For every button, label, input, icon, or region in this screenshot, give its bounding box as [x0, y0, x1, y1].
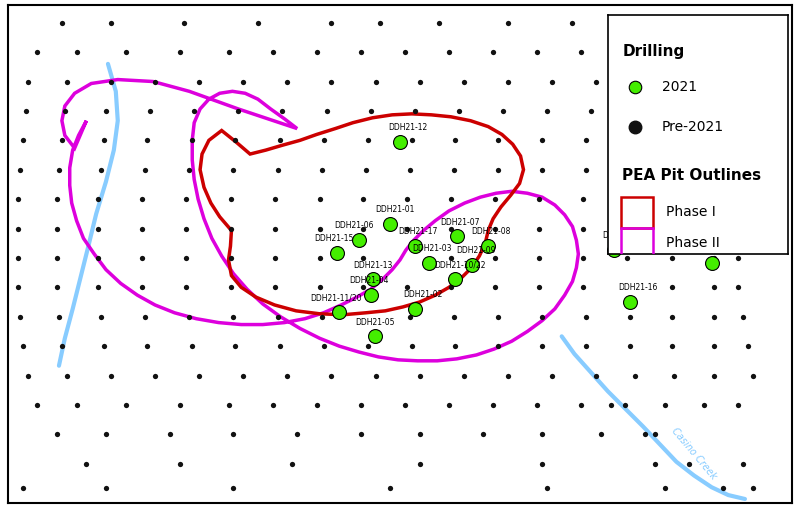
Text: DDH21-12: DDH21-12 [388, 123, 427, 133]
Text: Pre-2021: Pre-2021 [662, 120, 724, 135]
Text: DDH21-13: DDH21-13 [353, 261, 392, 270]
Text: DDH21-03: DDH21-03 [413, 244, 452, 253]
Text: Casino Creek: Casino Creek [670, 426, 718, 482]
Text: DDH21-14: DDH21-14 [602, 231, 641, 240]
Text: DDH21-10/22: DDH21-10/22 [434, 261, 486, 270]
Text: DDH21-17: DDH21-17 [398, 228, 438, 236]
Text: DDH21-18: DDH21-18 [687, 244, 726, 253]
Text: Phase II: Phase II [666, 236, 719, 250]
Bar [621, 228, 653, 259]
Text: DDH21-05: DDH21-05 [354, 318, 394, 327]
Text: DDH21-11/20: DDH21-11/20 [310, 293, 362, 302]
Text: DDH21-15: DDH21-15 [314, 234, 354, 243]
Text: PEA Pit Outlines: PEA Pit Outlines [622, 168, 762, 183]
Text: Phase I: Phase I [666, 205, 715, 219]
Text: Drilling: Drilling [622, 44, 685, 59]
Bar [621, 197, 653, 228]
Text: DDH21-02: DDH21-02 [403, 290, 442, 299]
Text: DDH21-04: DDH21-04 [349, 276, 388, 285]
Text: 2021: 2021 [662, 80, 697, 94]
Text: DDH21-09: DDH21-09 [457, 246, 496, 255]
Text: DDH21-01: DDH21-01 [375, 205, 414, 214]
Text: DDH21-06: DDH21-06 [334, 221, 374, 231]
Text: DDH21-16: DDH21-16 [618, 283, 658, 292]
Text: DDH21-07: DDH21-07 [440, 217, 479, 227]
Text: DDH21-08: DDH21-08 [471, 228, 511, 236]
